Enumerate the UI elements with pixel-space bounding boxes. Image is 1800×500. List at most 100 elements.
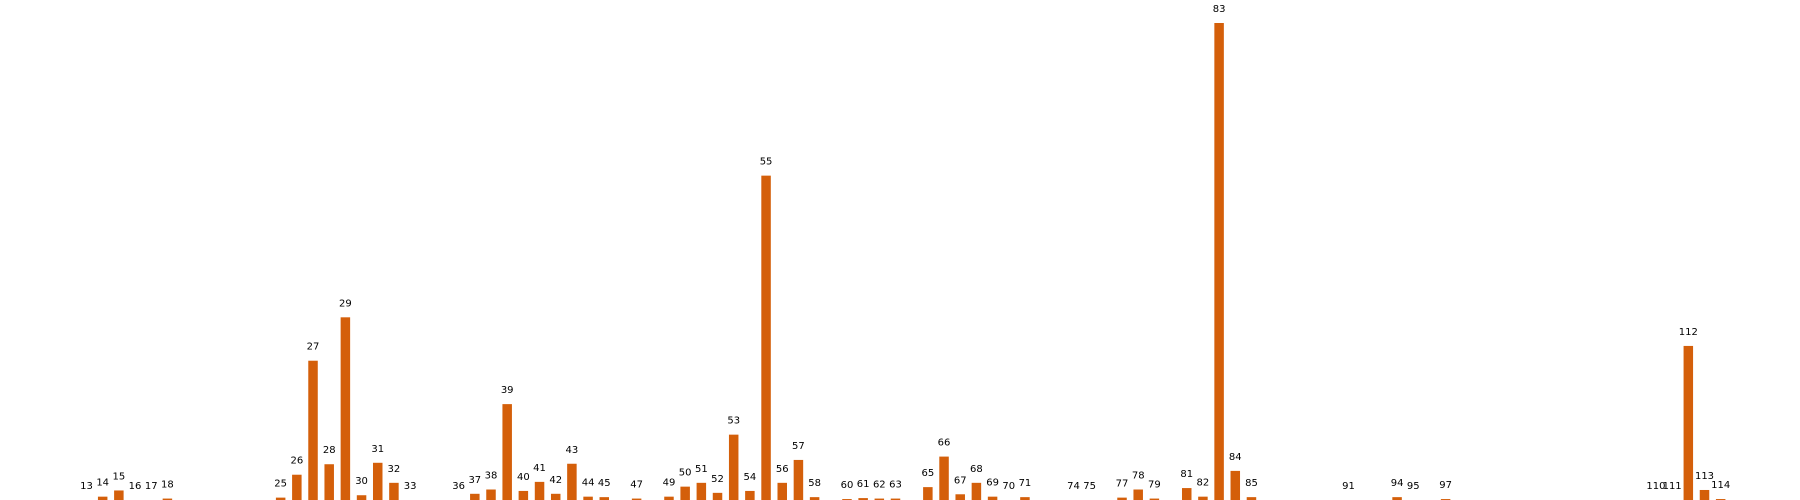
bar-66 — [939, 456, 949, 500]
bar-label-66: 66 — [938, 438, 951, 449]
bar-14 — [97, 496, 108, 500]
bar-label-63: 63 — [889, 480, 902, 491]
bar-label-44: 44 — [582, 478, 595, 489]
bar-42 — [550, 493, 561, 500]
bar-label-114: 114 — [1711, 480, 1730, 491]
bar-label-65: 65 — [921, 468, 934, 479]
bar-label-78: 78 — [1132, 471, 1145, 482]
bar-label-71: 71 — [1019, 478, 1032, 489]
bar-39 — [502, 404, 512, 500]
bar-54 — [745, 490, 755, 500]
bar-label-14: 14 — [96, 478, 109, 489]
bar-51 — [696, 482, 707, 500]
bar-62 — [874, 498, 885, 500]
bar-82 — [1198, 496, 1208, 500]
bar-label-77: 77 — [1116, 479, 1129, 490]
bar-label-36: 36 — [452, 481, 465, 492]
bar-label-33: 33 — [404, 481, 417, 492]
bar-15 — [114, 490, 124, 500]
bar-label-79: 79 — [1148, 480, 1161, 491]
bar-28 — [324, 464, 334, 500]
bar-81 — [1181, 488, 1192, 500]
bar-112 — [1683, 345, 1694, 500]
bar-label-55: 55 — [760, 157, 773, 168]
bars-group — [97, 23, 1726, 500]
bar-label-50: 50 — [679, 468, 692, 479]
bar-41 — [534, 481, 545, 500]
bar-label-29: 29 — [339, 298, 352, 309]
bar-label-30: 30 — [355, 476, 368, 487]
bar-77 — [1117, 497, 1127, 500]
bar-label-45: 45 — [598, 478, 611, 489]
bar-50 — [680, 486, 690, 500]
bar-label-53: 53 — [727, 416, 740, 427]
bar-label-60: 60 — [841, 480, 854, 491]
bar-label-42: 42 — [549, 475, 562, 486]
bar-label-52: 52 — [711, 474, 724, 485]
bar-37 — [470, 493, 480, 500]
bar-label-38: 38 — [485, 471, 498, 482]
bar-label-28: 28 — [323, 445, 336, 456]
bar-85 — [1246, 497, 1257, 500]
bar-32 — [389, 482, 399, 500]
bar-label-67: 67 — [954, 475, 967, 486]
bar-label-27: 27 — [307, 342, 320, 353]
bar-label-18: 18 — [161, 480, 174, 491]
bar-47 — [631, 498, 642, 500]
bar-label-68: 68 — [970, 464, 983, 475]
bar-79 — [1149, 498, 1160, 500]
bar-label-31: 31 — [371, 444, 384, 455]
bar-label-85: 85 — [1245, 478, 1258, 489]
bar-label-40: 40 — [517, 472, 530, 483]
bar-label-32: 32 — [388, 464, 401, 475]
bar-55 — [761, 175, 771, 500]
bar-18 — [162, 498, 173, 500]
bar-label-84: 84 — [1229, 452, 1242, 463]
bar-94 — [1392, 497, 1402, 500]
bar-label-57: 57 — [792, 441, 805, 452]
bar-68 — [971, 482, 982, 500]
bar-label-81: 81 — [1180, 469, 1193, 480]
bar-label-75: 75 — [1083, 481, 1096, 492]
bar-44 — [583, 496, 593, 500]
bar-label-41: 41 — [533, 463, 546, 474]
bar-63 — [890, 498, 901, 500]
bar-label-97: 97 — [1439, 480, 1452, 491]
bar-label-39: 39 — [501, 385, 514, 396]
bar-label-95: 95 — [1407, 481, 1420, 492]
bar-26 — [292, 474, 302, 500]
bar-label-56: 56 — [776, 464, 789, 475]
bar-40 — [518, 490, 529, 500]
bar-31 — [372, 462, 383, 500]
bar-label-25: 25 — [274, 479, 287, 490]
bar-30 — [356, 495, 367, 500]
bar-label-61: 61 — [857, 479, 870, 490]
bar-84 — [1230, 470, 1241, 500]
bar-label-15: 15 — [112, 471, 125, 482]
bar-27 — [308, 360, 318, 500]
bar-58 — [809, 497, 820, 500]
bar-label-26: 26 — [290, 456, 303, 467]
bar-49 — [664, 496, 674, 500]
bar-67 — [955, 494, 965, 500]
bar-label-54: 54 — [744, 472, 757, 483]
bar-label-110: 110 — [1646, 481, 1665, 492]
bar-label-69: 69 — [986, 478, 999, 489]
bar-label-51: 51 — [695, 464, 708, 475]
bar-label-62: 62 — [873, 480, 886, 491]
bar-43 — [567, 463, 577, 500]
bar-71 — [1020, 497, 1030, 500]
bar-52 — [712, 492, 723, 500]
bar-83 — [1214, 23, 1224, 500]
bar-78 — [1133, 489, 1143, 500]
bar-label-16: 16 — [129, 481, 142, 492]
bar-57 — [793, 459, 804, 500]
bar-38 — [486, 489, 496, 500]
bar-label-47: 47 — [630, 480, 643, 491]
bar-25 — [275, 497, 286, 500]
bar-label-74: 74 — [1067, 481, 1080, 492]
bar-label-94: 94 — [1391, 478, 1404, 489]
bar-65 — [923, 487, 933, 500]
